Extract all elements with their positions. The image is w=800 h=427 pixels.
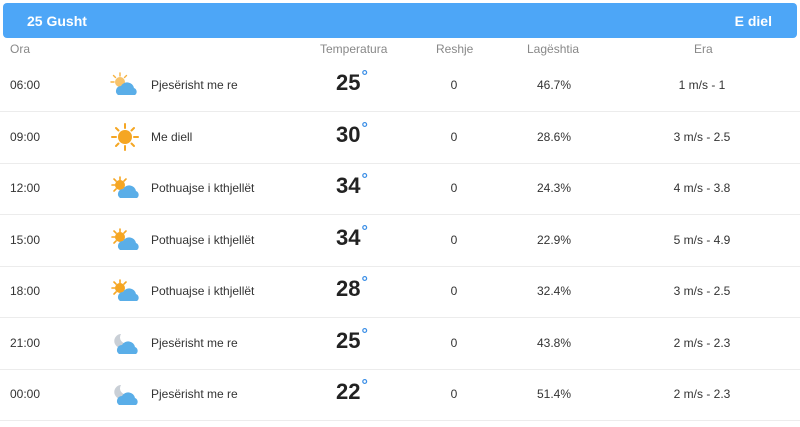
forecast-row: 12:00 Pothuajse i kthjellët 34° 0 24.3% … bbox=[0, 163, 800, 215]
forecast-row: 18:00 Pothuajse i kthjellët 28° 0 32.4% … bbox=[0, 266, 800, 318]
sun-cloud-icon bbox=[108, 276, 142, 306]
row-humidity: 28.6% bbox=[536, 129, 572, 144]
row-condition: Pothuajse i kthjellët bbox=[151, 181, 255, 195]
moon-cloud-icon bbox=[108, 328, 142, 358]
row-condition: Me diell bbox=[151, 129, 193, 144]
row-humidity: 46.7% bbox=[536, 78, 572, 92]
moon-cloud-icon bbox=[108, 379, 142, 409]
degree-symbol: ° bbox=[361, 68, 368, 85]
degree-symbol: ° bbox=[361, 377, 368, 394]
row-humidity: 43.8% bbox=[536, 335, 572, 350]
partly-cloudy-sun-icon bbox=[108, 70, 142, 100]
row-wind: 1 m/s - 1 bbox=[678, 78, 726, 92]
row-temperature: 34° bbox=[336, 171, 368, 199]
row-humidity: 32.4% bbox=[536, 284, 572, 298]
row-temperature: 25° bbox=[336, 325, 368, 354]
date-header: 25 Gusht E diel bbox=[3, 3, 797, 38]
forecast-row: 09:00 Me diell 30° 0 28.6% 3 m/s - 2.5 bbox=[0, 112, 800, 164]
temperature-value: 28 bbox=[336, 276, 361, 301]
row-precipitation: 0 bbox=[450, 284, 458, 298]
row-temperature: 22° bbox=[336, 377, 368, 405]
sun-icon bbox=[108, 122, 142, 152]
column-humidity-header: Lagështia bbox=[527, 42, 580, 56]
row-temperature: 30° bbox=[336, 119, 368, 148]
row-condition: Pjesërisht me re bbox=[151, 78, 238, 92]
degree-symbol: ° bbox=[361, 274, 368, 291]
column-wind-header: Era bbox=[694, 42, 713, 56]
row-temperature: 25° bbox=[336, 68, 368, 96]
row-wind: 2 m/s - 2.3 bbox=[673, 335, 731, 350]
degree-symbol: ° bbox=[361, 222, 368, 240]
row-humidity: 22.9% bbox=[536, 232, 572, 247]
row-wind: 5 m/s - 4.9 bbox=[673, 232, 731, 247]
row-condition: Pothuajse i kthjellët bbox=[151, 232, 255, 247]
row-precipitation: 0 bbox=[450, 335, 458, 350]
row-wind: 3 m/s - 2.5 bbox=[673, 284, 731, 298]
header-date: 25 Gusht bbox=[27, 13, 87, 29]
row-precipitation: 0 bbox=[450, 78, 458, 92]
row-wind: 3 m/s - 2.5 bbox=[673, 129, 731, 144]
row-precipitation: 0 bbox=[450, 129, 458, 144]
row-precipitation: 0 bbox=[450, 181, 458, 195]
row-time: 00:00 bbox=[10, 387, 41, 401]
column-precipitation-header: Reshje bbox=[436, 42, 474, 56]
temperature-value: 34 bbox=[336, 173, 361, 198]
temperature-value: 34 bbox=[336, 224, 361, 250]
temperature-value: 25 bbox=[336, 70, 361, 95]
forecast-row: 06:00 Pjesërisht me re 25° 0 46.7% 1 m/s… bbox=[0, 60, 800, 112]
degree-symbol: ° bbox=[361, 171, 368, 188]
row-time: 21:00 bbox=[10, 335, 41, 350]
temperature-value: 22 bbox=[336, 379, 361, 404]
temperature-value: 25 bbox=[336, 327, 361, 353]
sun-cloud-icon bbox=[108, 225, 142, 255]
row-temperature: 28° bbox=[336, 274, 368, 302]
row-wind: 2 m/s - 2.3 bbox=[673, 387, 731, 401]
row-condition: Pothuajse i kthjellët bbox=[151, 284, 255, 298]
row-humidity: 24.3% bbox=[536, 181, 572, 195]
row-precipitation: 0 bbox=[450, 232, 458, 247]
column-temperature-header: Temperatura bbox=[320, 42, 388, 56]
header-day: E diel bbox=[734, 13, 772, 29]
row-precipitation: 0 bbox=[450, 387, 458, 401]
row-humidity: 51.4% bbox=[536, 387, 572, 401]
row-wind: 4 m/s - 3.8 bbox=[673, 181, 731, 195]
degree-symbol: ° bbox=[361, 325, 368, 343]
row-time: 18:00 bbox=[10, 284, 41, 298]
row-condition: Pjesërisht me re bbox=[151, 387, 238, 401]
sun-cloud-icon bbox=[108, 173, 142, 203]
row-time: 15:00 bbox=[10, 232, 41, 247]
forecast-row: 15:00 Pothuajse i kthjellët 34° 0 22.9% … bbox=[0, 215, 800, 267]
row-time: 06:00 bbox=[10, 78, 41, 92]
row-time: 12:00 bbox=[10, 181, 41, 195]
row-condition: Pjesërisht me re bbox=[151, 335, 238, 350]
column-time-header: Ora bbox=[10, 42, 31, 56]
forecast-row: 21:00 Pjesërisht me re 25° 0 43.8% 2 m/s… bbox=[0, 318, 800, 370]
degree-symbol: ° bbox=[361, 119, 368, 137]
forecast-row: 00:00 Pjesërisht me re 22° 0 51.4% 2 m/s… bbox=[0, 369, 800, 421]
row-time: 09:00 bbox=[10, 129, 41, 144]
temperature-value: 30 bbox=[336, 121, 361, 147]
row-temperature: 34° bbox=[336, 222, 368, 251]
